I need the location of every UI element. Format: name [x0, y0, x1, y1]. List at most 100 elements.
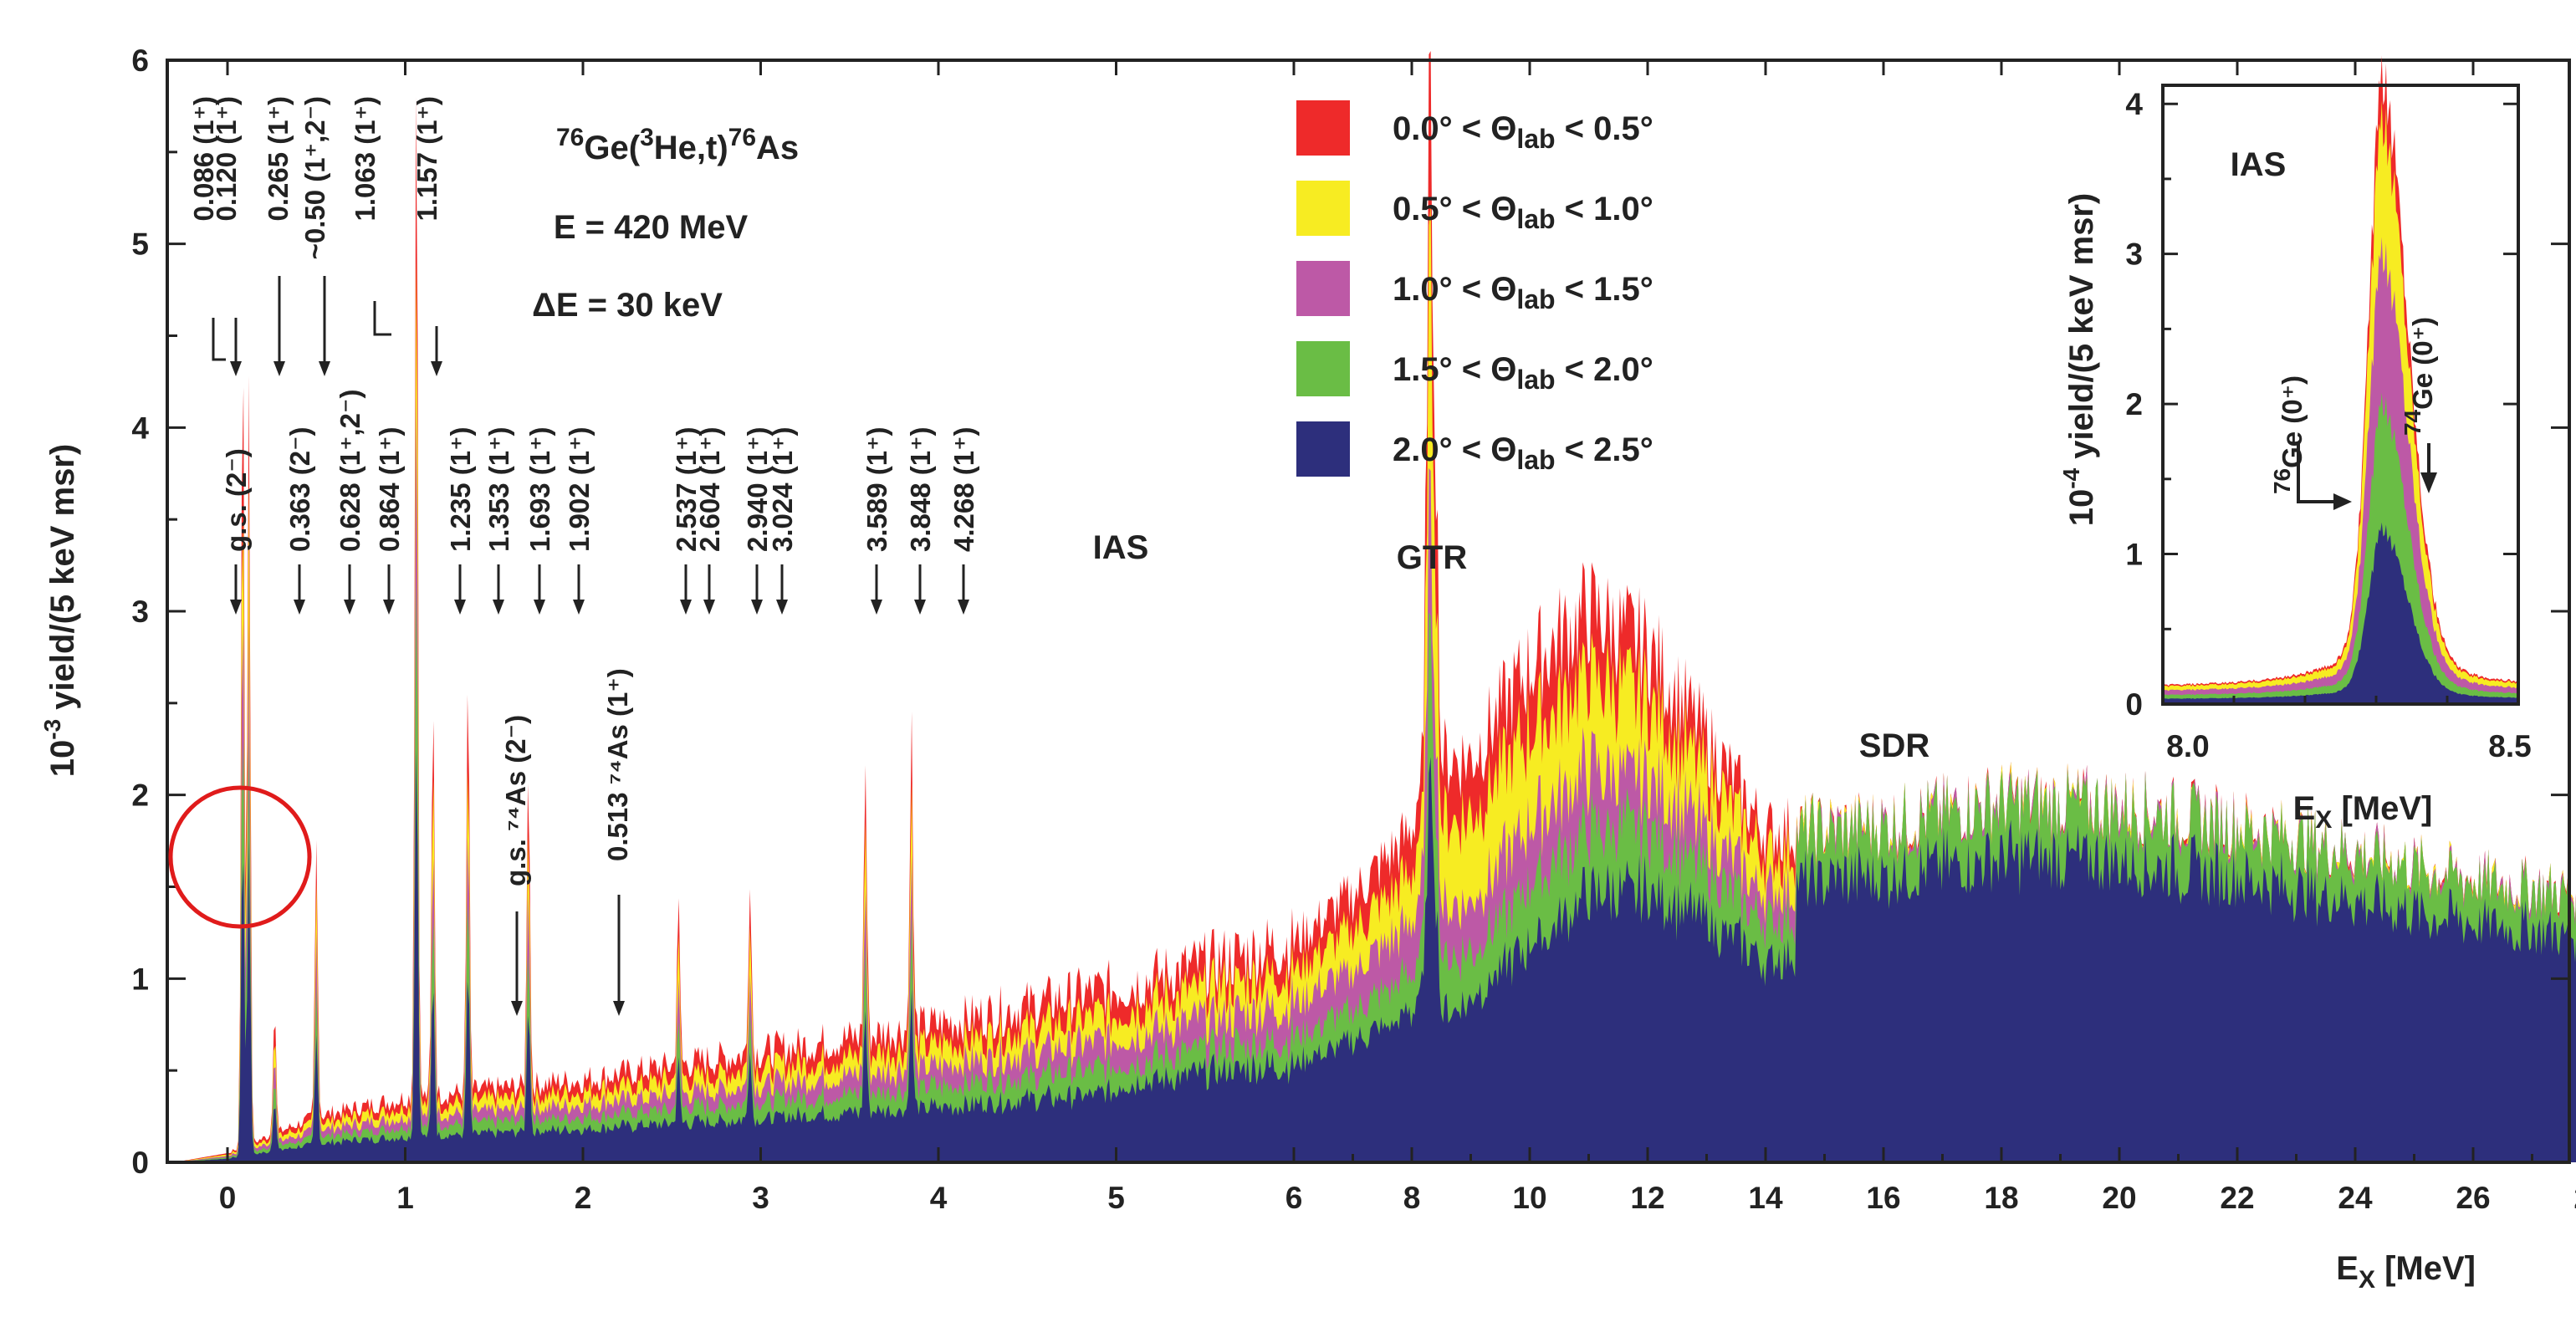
bracket-1.063 [373, 301, 391, 336]
state-label: 0.363 (2⁻) [284, 427, 315, 553]
state-labels: 0.086 (1⁺)0.120 (1⁺) 0.265 (1⁺) ~0.50 (1⁺,… [188, 96, 979, 1016]
state-label: 3.589 (1⁺) [861, 427, 892, 553]
arrow-state-head [751, 600, 763, 615]
legend-label: 1.5° < Θlab < 2.0° [1393, 351, 1653, 395]
arrow-state-head [534, 600, 545, 615]
x-tick-label: 10 [1512, 1181, 1546, 1215]
arrow-0.50-head [319, 361, 330, 376]
x-tick-label: 6 [1285, 1181, 1303, 1215]
arrow-state-head [703, 600, 715, 615]
legend-swatch [1296, 181, 1350, 236]
arrow-state-head [493, 600, 504, 615]
x-tick-label: 8 [1403, 1181, 1421, 1215]
x-tick-label: 4 [930, 1181, 948, 1215]
arrow-state-head [294, 600, 305, 615]
arrow-0.120-head [230, 361, 242, 376]
legend-swatch [1296, 261, 1350, 316]
state-label: 1.157 (1⁺) [411, 96, 442, 222]
inset-x-axis-title: EX [MeV] [2293, 790, 2433, 834]
main-x-axis-title: EX [MeV] [2336, 1250, 2476, 1294]
state-label: 3.024 (1⁺) [767, 427, 798, 553]
state-label: g.s. (2⁻) [221, 448, 252, 552]
arrow-state-head [344, 600, 355, 615]
x-tick-label: 12 [1630, 1181, 1664, 1215]
x-tick-label: 16 [1866, 1181, 1900, 1215]
inset-axis-ticks: 0 1 2 3 4 8.0 8.5 [2125, 87, 2531, 763]
x-tick-label: 2 [575, 1181, 592, 1215]
legend-label: 0.0° < Θlab < 0.5° [1393, 110, 1653, 154]
inset-plot-frame [2161, 84, 2520, 706]
inset-y-axis-title: 10-4 yield/(5 keV msr) [2058, 193, 2100, 526]
energy-resolution: ΔE = 30 keV [532, 287, 723, 324]
legend-label: 0.5° < Θlab < 1.0° [1393, 191, 1653, 234]
svg-text:76Ge (0⁺): 76Ge (0⁺) [2269, 375, 2308, 494]
y-tick-label: 0 [131, 1146, 149, 1180]
arrow-state-head [680, 600, 692, 615]
x-tick-label: 3 [752, 1181, 769, 1215]
state-label: 0.864 (1⁺) [374, 427, 405, 553]
inset-title: IAS [2231, 146, 2287, 183]
state-label: 2.940 (1⁺) [742, 427, 773, 553]
legend-swatch [1296, 341, 1350, 396]
state-label: 0.120 (1⁺) [211, 96, 242, 222]
x-tick-label: 26 [2456, 1181, 2490, 1215]
legend-swatch [1296, 421, 1350, 477]
beam-energy: E = 420 MeV [554, 209, 749, 246]
sdr-label: SDR [1859, 727, 1930, 764]
state-label: 3.848 (1⁺) [905, 427, 936, 553]
legend-swatch [1296, 100, 1350, 156]
x-tick-label: 14 [1748, 1181, 1783, 1215]
state-label: 2.604 (1⁺) [694, 427, 725, 553]
arrow-0.265-head [273, 361, 285, 376]
legend-label: 1.0° < Θlab < 1.5° [1393, 271, 1653, 314]
state-label: 0.086 (1⁺) [188, 96, 219, 222]
y-tick-label: 3 [131, 595, 149, 629]
arrow-impurity-head [613, 1001, 625, 1016]
bracket-0.086 [212, 318, 226, 361]
impurity-label: 0.513 ⁷⁴As (1⁺) [602, 668, 633, 861]
arrow-state-head [958, 600, 969, 615]
spectrum-areas [174, 51, 2576, 1162]
x-tick-label: 28 [2573, 1181, 2576, 1215]
arrow-state-head [914, 600, 926, 615]
inset-y-tick-label: 4 [2125, 87, 2143, 121]
state-label: 1.693 (1⁺) [524, 427, 555, 553]
state-label: 1.353 (1⁺) [483, 427, 514, 553]
highlight-circle [168, 785, 312, 929]
y-tick-label: 5 [131, 227, 149, 262]
legend-label: 2.0° < Θlab < 2.5° [1393, 431, 1653, 475]
inset-x-tick-label: 8.5 [2488, 729, 2531, 763]
inset-background [2163, 85, 2518, 704]
ias-label: IAS [1093, 529, 1149, 566]
state-label: 1.902 (1⁺) [564, 427, 595, 553]
y-tick-label: 2 [131, 778, 149, 813]
arrow-state-head [871, 600, 882, 615]
x-tick-label: 1 [396, 1181, 414, 1215]
inset-y-tick-label: 3 [2125, 237, 2143, 272]
spectrum-layer-2.0-2.5deg [174, 750, 2576, 1162]
arrow-state-head [230, 600, 242, 615]
arrow-state-head [383, 600, 395, 615]
state-label: 0.628 (1⁺,2⁻) [335, 390, 365, 552]
state-label: 4.268 (1⁺) [948, 427, 979, 553]
y-tick-label: 1 [131, 962, 149, 996]
reaction-title: 76Ge(3He,t)76As [556, 124, 799, 166]
inset-annotation-76ge: 76Ge (0⁺) [2269, 375, 2352, 510]
inset-y-tick-label: 1 [2125, 538, 2143, 572]
arrow-state-head [776, 600, 788, 615]
state-label: ~0.50 (1⁺,2⁻) [299, 96, 330, 259]
svg-text:74Ge (0⁺): 74Ge (0⁺) [2400, 317, 2438, 436]
inset-y-tick-label: 0 [2125, 687, 2143, 722]
legend: 0.0° < Θlab < 0.5° 0.5° < Θlab < 1.0° 1.0°… [1296, 100, 1653, 477]
main-y-axis-title: 10-3 yield/(5 keV msr) [39, 444, 81, 777]
state-label: 1.235 (1⁺) [445, 427, 476, 553]
main-axis-ticks: 01234568101214161820222426280123456 [131, 43, 2576, 1215]
y-tick-label: 6 [131, 43, 149, 78]
inset-y-tick-label: 2 [2125, 387, 2143, 421]
arrow-state-head [573, 600, 585, 615]
inset-annotation-74ge: 74Ge (0⁺) [2400, 317, 2438, 493]
x-tick-label: 22 [2220, 1181, 2254, 1215]
inset-x-tick-label: 8.0 [2166, 729, 2209, 763]
